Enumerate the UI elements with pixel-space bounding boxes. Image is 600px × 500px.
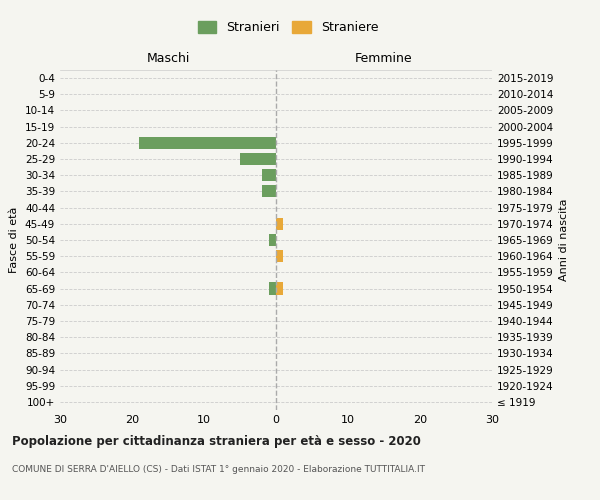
Text: COMUNE DI SERRA D'AIELLO (CS) - Dati ISTAT 1° gennaio 2020 - Elaborazione TUTTIT: COMUNE DI SERRA D'AIELLO (CS) - Dati IST…	[12, 465, 425, 474]
Bar	[276, 250, 283, 262]
Bar	[240, 153, 276, 165]
Bar	[269, 234, 276, 246]
Legend: Stranieri, Straniere: Stranieri, Straniere	[193, 16, 383, 40]
Bar	[276, 282, 283, 294]
Bar	[276, 218, 283, 230]
Bar	[269, 282, 276, 294]
Y-axis label: Fasce di età: Fasce di età	[10, 207, 19, 273]
Bar	[262, 186, 276, 198]
Text: Popolazione per cittadinanza straniera per età e sesso - 2020: Popolazione per cittadinanza straniera p…	[12, 435, 421, 448]
Text: Femmine: Femmine	[355, 52, 413, 65]
Text: Maschi: Maschi	[146, 52, 190, 65]
Y-axis label: Anni di nascita: Anni di nascita	[559, 198, 569, 281]
Bar	[262, 169, 276, 181]
Bar	[139, 137, 276, 149]
